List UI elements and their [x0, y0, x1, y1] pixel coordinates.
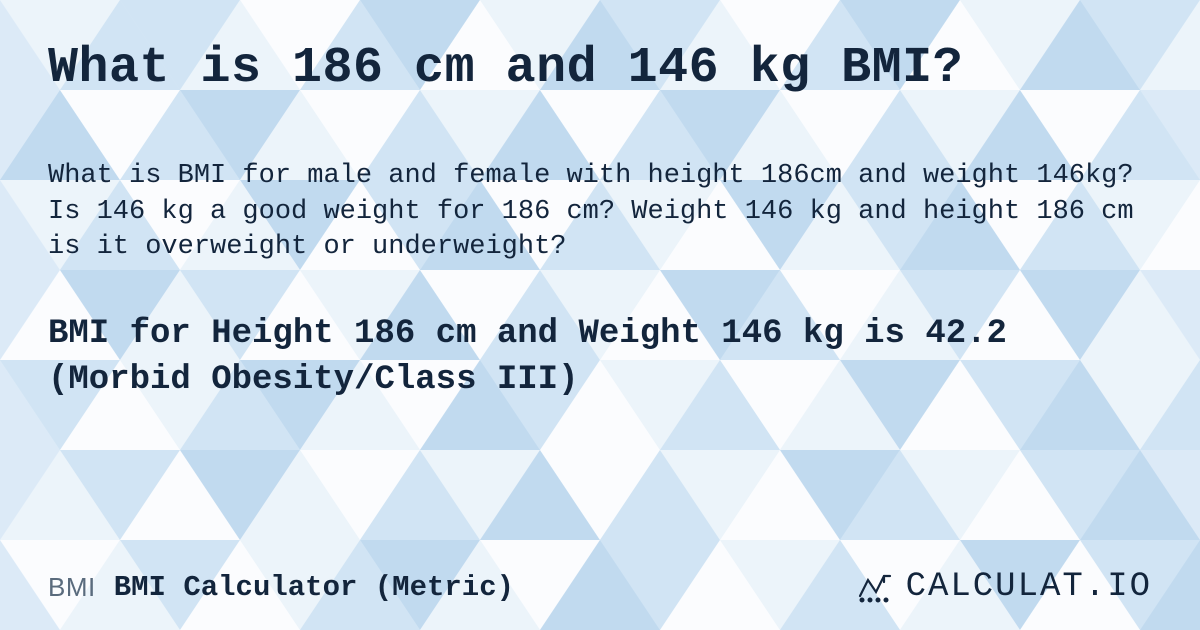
- bmi-badge: BMI: [48, 572, 96, 603]
- brand: CALCULAT.IO: [854, 566, 1152, 608]
- footer: BMI BMI Calculator (Metric) CALCULAT.IO: [0, 544, 1200, 630]
- brand-logo-icon: [854, 566, 896, 608]
- footer-left: BMI BMI Calculator (Metric): [48, 571, 514, 604]
- main-content: What is 186 cm and 146 kg BMI? What is B…: [0, 0, 1200, 404]
- description-text: What is BMI for male and female with hei…: [48, 159, 1152, 266]
- calculator-label: BMI Calculator (Metric): [114, 571, 514, 604]
- bmi-result: BMI for Height 186 cm and Weight 146 kg …: [48, 312, 1152, 404]
- brand-text: CALCULAT.IO: [906, 568, 1152, 606]
- page-title: What is 186 cm and 146 kg BMI?: [48, 40, 1152, 97]
